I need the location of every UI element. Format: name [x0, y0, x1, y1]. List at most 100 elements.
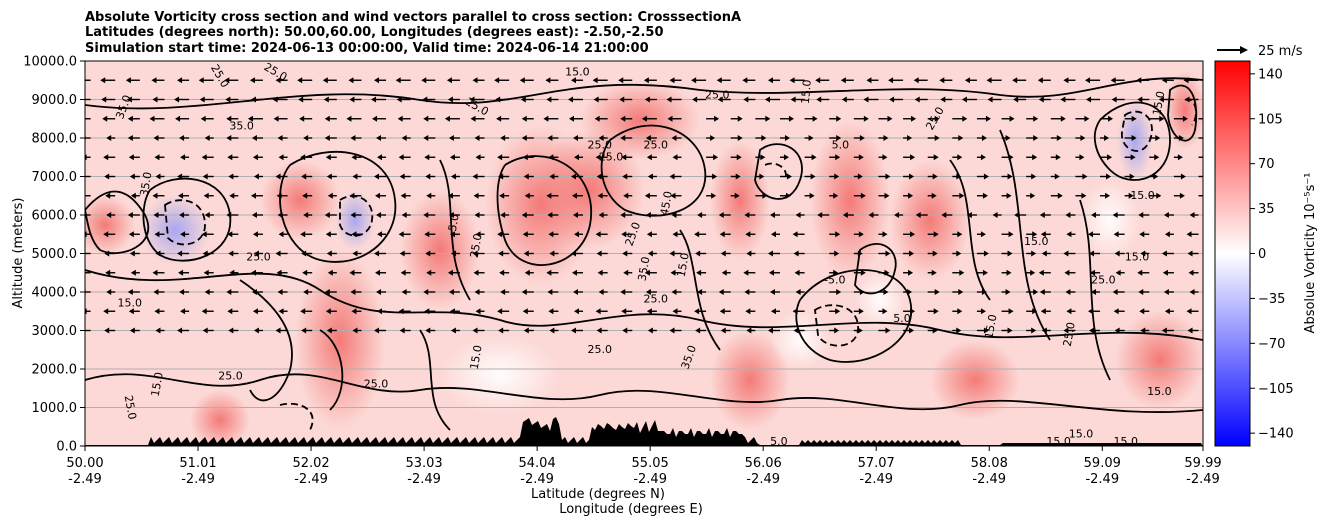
wind-vector-head [1115, 269, 1121, 276]
wind-vector-head [695, 327, 701, 334]
contour-line [319, 329, 344, 411]
wind-vector-head [374, 250, 380, 257]
wind-vector-head [1063, 250, 1069, 257]
wind-vector-head [596, 327, 602, 334]
contour-label: -5.0 [824, 273, 845, 286]
wind-vector-head [794, 269, 800, 276]
wind-vector-head [302, 192, 308, 199]
wind-vector-head [523, 327, 529, 334]
wind-vector-head [227, 154, 233, 161]
contour-label: 25.0 [1091, 273, 1116, 286]
wind-vector-head [227, 231, 233, 238]
wind-vector-head [444, 115, 450, 122]
y-tick-label: 2000.0 [32, 363, 78, 378]
terrain [85, 417, 1203, 446]
wind-vector-head [907, 135, 913, 141]
wind-vector-head [376, 289, 382, 295]
wind-vector-head [374, 173, 380, 180]
wind-vector-head [500, 135, 506, 141]
wind-vector-head [1040, 308, 1046, 315]
wind-vector-head [424, 154, 430, 161]
wind-vector-head [1041, 250, 1047, 257]
wind-vector-head [1064, 269, 1070, 276]
contour-line [85, 77, 1203, 110]
wind-vector-head [155, 250, 161, 257]
wind-vector-head [593, 96, 599, 103]
wind-vector-head [375, 192, 381, 199]
wind-vector-head [547, 289, 553, 295]
wind-vector-head [980, 231, 986, 238]
wind-vector-head [958, 289, 964, 295]
contour-label: 15.0 [1147, 385, 1172, 398]
wind-vector-head [228, 250, 234, 257]
wind-vector-head [671, 212, 677, 218]
wind-vector-head [934, 115, 940, 122]
wind-vector-head [908, 192, 914, 199]
chart-title-line-3: Simulation start time: 2024-06-13 00:00:… [85, 41, 649, 56]
wind-vector-head [496, 115, 502, 122]
wind-vector-head [670, 192, 676, 199]
wind-vector-head [475, 154, 481, 161]
wind-vector-head [1136, 77, 1142, 84]
wind-vector-head [957, 231, 963, 238]
wind-vector-head [1084, 115, 1090, 122]
wind-vector-head [572, 269, 578, 276]
wind-vector-head [549, 250, 555, 257]
wind-vector-head [644, 96, 650, 103]
wind-vector-head [1130, 154, 1136, 161]
wind-vector-head [768, 269, 774, 276]
wind-vector-head [1140, 250, 1146, 257]
wind-vector-head [326, 173, 332, 180]
contour-label: 25.0 [644, 293, 669, 306]
wind-vector-head [645, 135, 651, 141]
contour-line [142, 177, 232, 262]
wind-vector-head [499, 269, 505, 276]
wind-vector-head [934, 135, 940, 141]
x-tick-label-lat: 59.99 [1184, 456, 1221, 471]
wind-vector-head [1040, 231, 1046, 238]
wind-vector-head [761, 135, 767, 141]
wind-vector-head [884, 192, 890, 199]
wind-vector-head [229, 192, 235, 199]
wind-vector-head [737, 115, 743, 122]
wind-vector-head [621, 231, 627, 238]
contour-label: 15.0 [1150, 90, 1167, 116]
wind-vector-head [669, 173, 675, 180]
wind-vector-head [697, 289, 703, 295]
wind-vector-head [278, 231, 284, 238]
contour-line [279, 151, 397, 263]
wind-vector-head [252, 154, 258, 161]
wind-vector-head [743, 269, 749, 276]
wind-vector-head [713, 154, 719, 161]
wind-vector-head [622, 327, 628, 334]
wind-vector-head [129, 327, 135, 334]
wind-vector-head [348, 77, 354, 84]
wind-vector-head [375, 269, 381, 276]
wind-vector-head [1107, 154, 1113, 161]
wind-vector-head [833, 192, 839, 199]
wind-vector-head [1055, 154, 1061, 161]
wind-vector-head [300, 308, 306, 315]
field-blob [440, 335, 560, 415]
wind-vector-head [346, 115, 352, 122]
wind-vector-head [932, 250, 938, 257]
wind-vector-head [958, 135, 964, 141]
wind-vector-head [226, 135, 232, 141]
wind-vector-head [129, 250, 135, 257]
wind-vector-head [472, 250, 478, 257]
wind-vector-head [546, 269, 552, 276]
wind-vector-head [178, 269, 184, 276]
contour-line [754, 143, 803, 200]
wind-vector-head [127, 212, 133, 218]
wind-vector-head [495, 96, 501, 103]
wind-vector-head [128, 308, 134, 315]
wind-vector-head [931, 269, 937, 276]
wind-vector-head [376, 135, 382, 141]
wind-vector-head [105, 192, 111, 199]
wind-vector-head [400, 192, 406, 199]
x-tick-label-lon: -2.49 [972, 472, 1006, 487]
x-tick-label-lat: 51.01 [179, 456, 216, 471]
wind-vector-head [842, 212, 848, 218]
wind-vector-head [882, 231, 888, 238]
wind-vector-head [422, 96, 428, 103]
